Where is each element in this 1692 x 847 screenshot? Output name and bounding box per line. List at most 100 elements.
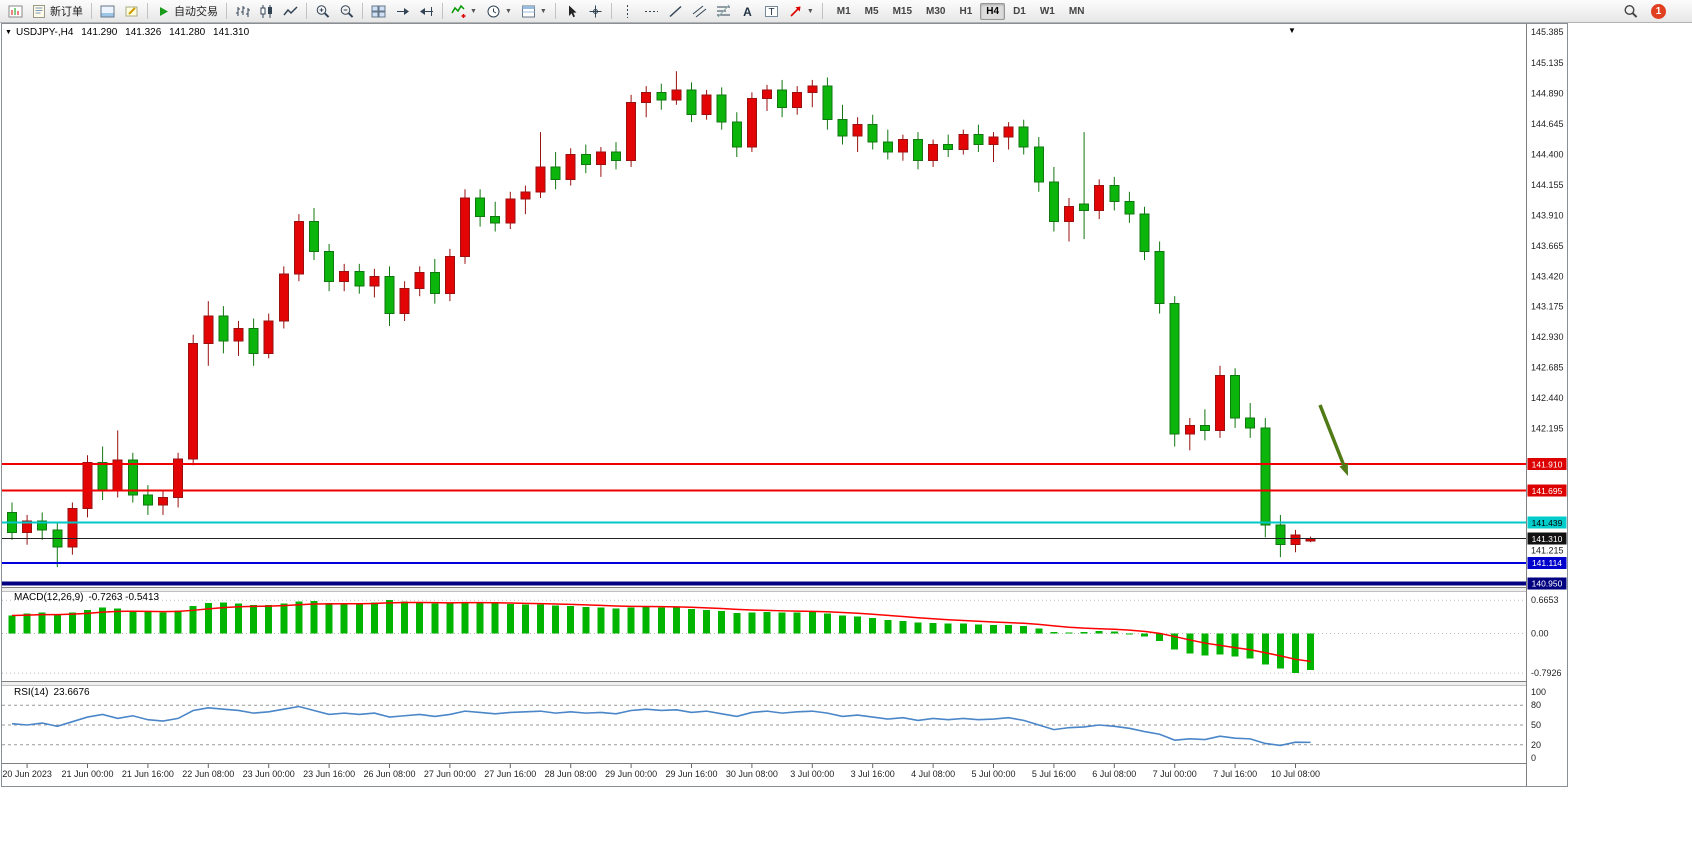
text-button[interactable]: A [736,1,759,21]
chart-canvas[interactable]: 145.385 145.135 144.890 144.645 144.400 144.1… [2,24,1567,786]
channel-button[interactable] [688,1,711,21]
svg-text:142.685: 142.685 [1531,363,1564,373]
terminal-button[interactable] [96,1,119,21]
timeframe-button-H1[interactable]: H1 [959,5,973,17]
timeframe-button-H4[interactable]: H4 [980,2,1006,20]
fibonacci-button[interactable] [712,1,735,21]
chart-title: ▼ USDJPY-,H4 141.290 141.326 141.280 141… [5,27,254,38]
svg-text:20: 20 [1531,740,1541,750]
bar-chart-button[interactable] [231,1,254,21]
chart-open-value: 141.290 [81,27,118,38]
indicators-button[interactable]: ▼ [447,1,481,21]
macd-indicator-label: MACD(12,26,9) -0.7263 -0.5413 [14,592,164,603]
price-tag-141.114 [1527,556,1567,569]
vertical-line-icon [620,4,635,19]
trendline-button[interactable] [664,1,687,21]
svg-text:27 Jun 16:00: 27 Jun 16:00 [484,769,536,779]
svg-text:142.930: 142.930 [1531,332,1564,342]
svg-text:4 Jul 08:00: 4 Jul 08:00 [911,769,955,779]
zoom-out-button[interactable] [335,1,358,21]
svg-text:144.155: 144.155 [1531,180,1564,190]
svg-text:3 Jul 16:00: 3 Jul 16:00 [851,769,895,779]
scroll-to-end-icon[interactable]: ▼ [1288,26,1296,35]
tile-windows-button[interactable] [367,1,390,21]
svg-text:143.420: 143.420 [1531,271,1564,281]
rsi-value: 23.6676 [53,687,90,698]
horizontal-line-button[interactable] [640,1,663,21]
metaeditor-button[interactable] [120,1,143,21]
toolbar: 新订单 自动交易 ▼ ▼ ▼ A T ▼ M1 M5 M15 M30 H1 H4 D1 W1 MN 1 [0,0,1692,23]
timeframe-button-D1[interactable]: D1 [1013,5,1026,17]
svg-text:142.195: 142.195 [1531,424,1564,434]
toolbar-separator [226,3,227,19]
horizontal-lines[interactable] [2,462,1526,586]
svg-text:20 Jun 2023: 20 Jun 2023 [2,769,52,779]
templates-button[interactable]: ▼ [517,1,551,21]
cursor-button[interactable] [560,1,583,21]
price-tag-141.695 [1527,484,1567,497]
timeframe-button-M1[interactable]: M1 [836,5,851,17]
svg-text:145.135: 145.135 [1531,58,1564,68]
timeframe-button-M5[interactable]: M5 [864,5,879,17]
svg-text:141.695: 141.695 [1532,486,1563,496]
zoom-in-button[interactable] [311,1,334,21]
svg-text:140.950: 140.950 [1532,579,1563,589]
line-chart-button[interactable] [279,1,302,21]
templates-icon [521,4,536,19]
svg-text:141.215: 141.215 [1531,545,1564,555]
toolbar-separator [554,3,556,19]
svg-text:23 Jun 00:00: 23 Jun 00:00 [243,769,295,779]
caret-down-icon: ▼ [504,7,512,15]
arrows-button[interactable]: ▼ [784,1,818,21]
indicators-icon [451,4,466,19]
auto-trading-button[interactable]: 自动交易 [152,1,222,21]
periods-button[interactable]: ▼ [482,1,516,21]
rsi-line [11,705,1311,747]
chart-symbol-period: USDJPY-,H4 [16,27,74,38]
svg-text:21 Jun 16:00: 21 Jun 16:00 [122,769,174,779]
horizontal-line-icon [644,4,659,19]
svg-text:100: 100 [1531,687,1546,697]
new-order-button[interactable]: 新订单 [28,1,87,21]
chart-window[interactable]: 145.385 145.135 144.890 144.645 144.400 144.1… [1,23,1568,787]
svg-text:144.645: 144.645 [1531,119,1564,129]
timeframe-button-W1[interactable]: W1 [1039,5,1055,17]
caret-down-icon: ▼ [470,7,477,15]
toolbar-separator [147,3,148,19]
svg-text:143.910: 143.910 [1531,210,1564,220]
svg-text:141.114: 141.114 [1532,558,1562,568]
label-button[interactable]: T [760,1,783,21]
new-chart-button[interactable] [4,1,27,21]
auto-scroll-icon [395,4,410,19]
crosshair-button[interactable] [584,1,607,21]
timeframe-button-M15[interactable]: M15 [892,5,913,17]
new-order-icon [32,4,47,19]
svg-text:144.890: 144.890 [1531,89,1564,99]
zoom-out-icon [339,4,354,19]
auto-scroll-button[interactable] [391,1,414,21]
svg-text:23 Jun 16:00: 23 Jun 16:00 [303,769,355,779]
svg-text:142.440: 142.440 [1531,393,1564,403]
toolbar-buttons: 新订单 自动交易 ▼ ▼ ▼ A T ▼ [4,1,826,21]
cursor-icon [564,4,579,19]
vertical-line-button[interactable] [616,1,639,21]
timeframe-button-MN[interactable]: MN [1068,5,1085,17]
svg-text:5 Jul 00:00: 5 Jul 00:00 [971,769,1015,779]
svg-text:141.439: 141.439 [1532,518,1563,528]
svg-text:141.310: 141.310 [1532,534,1563,544]
candlestick-chart-button[interactable] [255,1,278,21]
chart-shift-button[interactable] [415,1,438,21]
toolbar-separator [442,3,443,19]
time-scale[interactable]: 20 Jun 2023 21 Jun 00:00 21 Jun 16:00 22 Ju… [2,764,1320,779]
trend-arrow-annotation[interactable] [1318,404,1348,476]
crosshair-icon [588,4,603,19]
toolbar-separator [91,3,92,19]
new-order-button-label: 新订单 [50,6,83,18]
chart-dropdown-icon[interactable]: ▼ [5,29,12,36]
notification-badge[interactable]: 1 [1651,3,1666,19]
timeframe-button-M30[interactable]: M30 [926,5,946,17]
svg-text:50: 50 [1531,720,1541,730]
panel-dividers[interactable] [2,587,1567,764]
auto-trading-icon [156,4,171,19]
search-button[interactable] [1619,1,1642,21]
